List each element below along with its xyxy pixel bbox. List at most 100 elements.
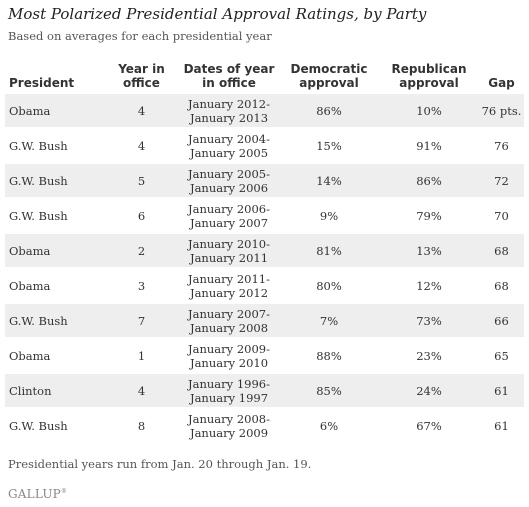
table-row: Obama 2 January 2010- January 2011 81% 13% 68 [5, 232, 524, 268]
cell-gap: 76 pts. [479, 92, 524, 128]
cell-democratic-approval: 7% [279, 302, 379, 338]
logo-text: GALLUP [8, 487, 61, 501]
date-end: January 2007 [189, 215, 269, 230]
date-start: January 2009- [188, 341, 270, 356]
date-start: January 2010- [188, 236, 270, 251]
cell-dates: January 2011- January 2012 [179, 267, 279, 303]
cell-gap: 68 [479, 267, 524, 303]
cell-president: G.W. Bush [5, 127, 104, 163]
cell-gap: 61 [479, 407, 524, 442]
cell-dates: January 2004- January 2005 [179, 127, 279, 163]
cell-year-in-office: 4 [104, 92, 179, 128]
header-dem-line2: approval [299, 76, 359, 90]
header-rep-line2: approval [399, 76, 459, 90]
gallup-logo: GALLUP® [8, 487, 67, 501]
header-year-in-office: Year in office [104, 54, 179, 93]
header-dates: Dates of year in office [179, 54, 279, 93]
cell-dates: January 2009- January 2010 [179, 337, 279, 373]
header-dem-line1: Democratic [290, 62, 368, 76]
page-title: Most Polarized Presidential Approval Rat… [8, 5, 427, 23]
cell-president: Obama [5, 267, 104, 303]
cell-democratic-approval: 88% [279, 337, 379, 373]
cell-republican-approval: 91% [379, 127, 479, 163]
header-rep-line1: Republican [391, 62, 467, 76]
cell-president: G.W. Bush [5, 197, 104, 233]
cell-president: Obama [5, 337, 104, 373]
cell-president: G.W. Bush [5, 407, 104, 442]
table-row: G.W. Bush 7 January 2007- January 2008 7% 73%… [5, 302, 524, 338]
cell-year-in-office: 6 [104, 197, 179, 233]
table-row: Obama 1 January 2009- January 2010 88% 23% 65 [5, 337, 524, 373]
cell-democratic-approval: 85% [279, 372, 379, 408]
approval-table: President Year in office Dates of year in … [5, 54, 524, 442]
header-president: President [9, 76, 75, 90]
date-start: January 2012- [188, 96, 270, 111]
cell-dates: January 2008- January 2009 [179, 407, 279, 442]
date-end: January 2012 [189, 285, 269, 300]
cell-president: Obama [5, 232, 104, 268]
cell-dates: January 2012- January 2013 [179, 92, 279, 128]
cell-democratic-approval: 86% [279, 92, 379, 128]
cell-president: G.W. Bush [5, 162, 104, 198]
date-start: January 2007- [188, 306, 270, 321]
table-row: Clinton 4 January 1996- January 1997 85% 24% 6… [5, 372, 524, 408]
header-year-line2: office [123, 76, 160, 90]
cell-president: Obama [5, 92, 104, 128]
table-row: Obama 4 January 2012- January 2013 86% 10% 76 … [5, 92, 524, 128]
cell-democratic-approval: 9% [279, 197, 379, 233]
cell-democratic-approval: 15% [279, 127, 379, 163]
cell-year-in-office: 8 [104, 407, 179, 442]
cell-dates: January 2005- January 2006 [179, 162, 279, 198]
date-start: January 2005- [188, 166, 270, 181]
table-header-row: President Year in office Dates of year in … [5, 54, 524, 93]
cell-republican-approval: 24% [379, 372, 479, 408]
cell-republican-approval: 13% [379, 232, 479, 268]
cell-republican-approval: 86% [379, 162, 479, 198]
cell-dates: January 2010- January 2011 [179, 232, 279, 268]
cell-republican-approval: 73% [379, 302, 479, 338]
table-row: G.W. Bush 6 January 2006- January 2007 9% 79%… [5, 197, 524, 233]
date-start: January 2008- [188, 411, 270, 426]
date-end: January 2013 [189, 110, 269, 125]
date-end: January 2005 [189, 145, 269, 160]
registered-mark: ® [60, 488, 68, 495]
date-end: January 2006 [189, 180, 269, 195]
cell-republican-approval: 10% [379, 92, 479, 128]
header-gap: Gap [488, 76, 515, 90]
date-end: January 2010 [189, 355, 269, 370]
cell-democratic-approval: 14% [279, 162, 379, 198]
cell-democratic-approval: 81% [279, 232, 379, 268]
cell-gap: 66 [479, 302, 524, 338]
page-subtitle: Based on averages for each presidential … [8, 29, 272, 43]
cell-democratic-approval: 80% [279, 267, 379, 303]
date-end: January 2009 [189, 425, 269, 440]
table-row: G.W. Bush 5 January 2005- January 2006 14% 86… [5, 162, 524, 198]
date-start: January 2011- [188, 271, 270, 286]
cell-president: G.W. Bush [5, 302, 104, 338]
cell-gap: 76 [479, 127, 524, 163]
table-body: Obama 4 January 2012- January 2013 86% 10% 76 … [5, 92, 524, 442]
cell-gap: 70 [479, 197, 524, 233]
header-year-line1: Year in [118, 62, 165, 76]
cell-dates: January 2006- January 2007 [179, 197, 279, 233]
cell-gap: 65 [479, 337, 524, 373]
date-end: January 2011 [189, 250, 269, 265]
table-row: G.W. Bush 8 January 2008- January 2009 6% 67%… [5, 407, 524, 442]
cell-year-in-office: 4 [104, 127, 179, 163]
cell-year-in-office: 4 [104, 372, 179, 408]
cell-democratic-approval: 6% [279, 407, 379, 442]
table-row: Obama 3 January 2011- January 2012 80% 12% 68 [5, 267, 524, 303]
cell-dates: January 1996- January 1997 [179, 372, 279, 408]
cell-year-in-office: 3 [104, 267, 179, 303]
cell-gap: 61 [479, 372, 524, 408]
cell-dates: January 2007- January 2008 [179, 302, 279, 338]
header-republican-approval: Republican approval [379, 54, 479, 93]
date-end: January 1997 [189, 390, 269, 405]
header-dates-line1: Dates of year [183, 62, 275, 76]
date-end: January 2008 [189, 320, 269, 335]
table-row: G.W. Bush 4 January 2004- January 2005 15% 91… [5, 127, 524, 163]
date-start: January 2004- [188, 131, 270, 146]
date-start: January 2006- [188, 201, 270, 216]
cell-republican-approval: 23% [379, 337, 479, 373]
cell-gap: 72 [479, 162, 524, 198]
